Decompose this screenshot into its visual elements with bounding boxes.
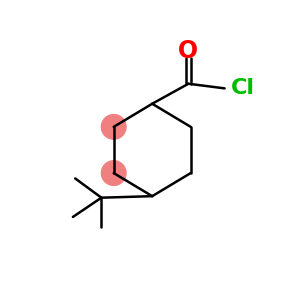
Circle shape <box>101 161 126 185</box>
Circle shape <box>101 115 126 139</box>
Text: Cl: Cl <box>231 78 255 98</box>
Text: O: O <box>178 39 199 63</box>
